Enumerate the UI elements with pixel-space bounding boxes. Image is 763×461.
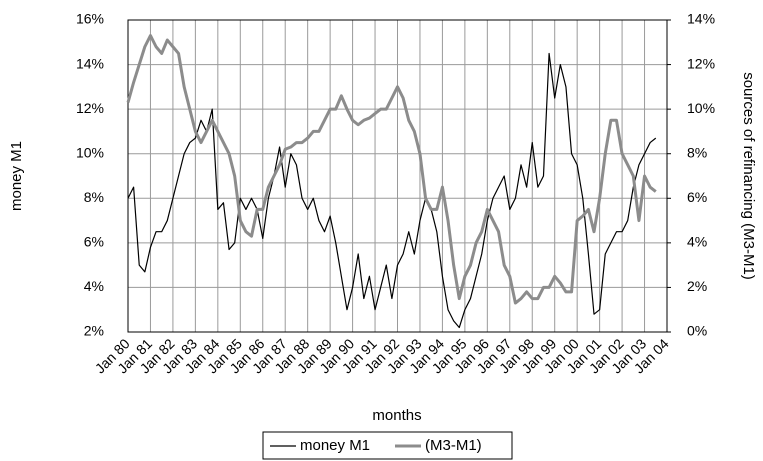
y-axis-title: money M1 xyxy=(8,141,25,211)
y-tick-label: 16% xyxy=(76,11,104,27)
plot-border xyxy=(127,19,668,333)
y-tick-label: 8% xyxy=(84,189,104,205)
y-tick-label: 10% xyxy=(76,144,104,160)
legend-label: (M3-M1) xyxy=(425,437,482,454)
y-tick-label: 12% xyxy=(76,100,104,116)
y2-tick-label: 6% xyxy=(687,189,707,205)
y2-tick-label: 4% xyxy=(687,234,707,250)
y-tick-label: 2% xyxy=(84,323,104,339)
y2-tick-label: 2% xyxy=(687,278,707,294)
y-tick-label: 4% xyxy=(84,278,104,294)
x-axis-title: months xyxy=(372,407,421,424)
legend-box xyxy=(262,431,513,460)
y2-tick-label: 10% xyxy=(687,100,715,116)
y2-axis-title: sources of refinancing (M3-M1) xyxy=(740,72,757,280)
series-line xyxy=(126,34,657,305)
y-tick-label: 6% xyxy=(84,234,104,250)
y2-tick-label: 14% xyxy=(687,11,715,27)
y2-tick-label: 0% xyxy=(687,323,707,339)
y-tick-label: 14% xyxy=(76,55,104,71)
y2-tick-label: 12% xyxy=(687,55,715,71)
legend-label: money M1 xyxy=(300,437,370,454)
series-line xyxy=(127,52,657,329)
y2-tick-label: 8% xyxy=(687,144,707,160)
